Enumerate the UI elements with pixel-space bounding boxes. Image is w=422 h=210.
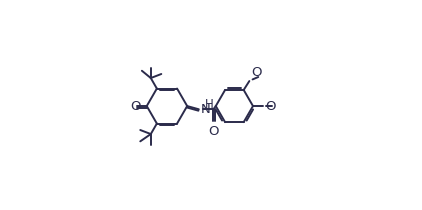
Text: O: O [265, 100, 276, 113]
Text: O: O [208, 125, 219, 138]
Text: N: N [201, 103, 211, 116]
Text: H: H [205, 98, 214, 111]
Text: O: O [130, 100, 141, 113]
Text: O: O [251, 66, 262, 79]
